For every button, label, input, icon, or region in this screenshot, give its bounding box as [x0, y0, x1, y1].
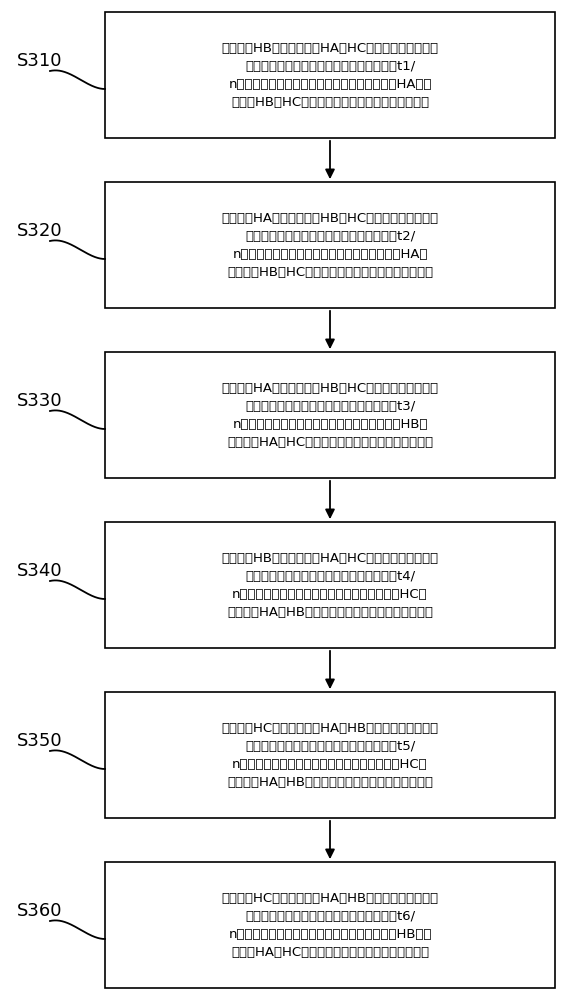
Text: S310: S310	[17, 52, 63, 70]
Text: 电平、HB及HC分别为高电平时的开关管导通或断开: 电平、HB及HC分别为高电平时的开关管导通或断开	[231, 96, 429, 108]
Text: 当检测到HA输出低电平，HB及HC分别输出高电平时，: 当检测到HA输出低电平，HB及HC分别输出高电平时，	[222, 212, 438, 225]
Text: n时，输出第五控制信号控制电机逆变器中对应HC为: n时，输出第五控制信号控制电机逆变器中对应HC为	[232, 758, 428, 770]
Text: S330: S330	[17, 392, 63, 410]
FancyBboxPatch shape	[105, 182, 555, 308]
Text: 高电平、HA及HB分别为低电平时的开关管导通或断开: 高电平、HA及HB分别为低电平时的开关管导通或断开	[227, 776, 433, 788]
Text: S360: S360	[17, 902, 63, 920]
Text: S340: S340	[17, 562, 63, 580]
Text: 开始计时，并在计时达到第一预设换相时间t1/: 开始计时，并在计时达到第一预设换相时间t1/	[245, 60, 415, 73]
Text: 开始计时，并在计时达到第五预设换相时间t5/: 开始计时，并在计时达到第五预设换相时间t5/	[245, 740, 415, 752]
Text: 高电平、HB及HC分别为低电平时的开关管导通或断开: 高电平、HB及HC分别为低电平时的开关管导通或断开	[227, 265, 433, 278]
Text: n时，输出第二控制信号控制电机逆变器中对应HA为: n时，输出第二控制信号控制电机逆变器中对应HA为	[232, 247, 428, 260]
Text: 开始计时，并在计时达到第六预设换相时间t6/: 开始计时，并在计时达到第六预设换相时间t6/	[245, 910, 415, 922]
FancyBboxPatch shape	[105, 12, 555, 138]
Text: 开始计时，并在计时达到第三预设换相时间t3/: 开始计时，并在计时达到第三预设换相时间t3/	[245, 399, 415, 412]
Text: S320: S320	[17, 222, 63, 240]
FancyBboxPatch shape	[105, 522, 555, 648]
Text: 当检测到HC输出高电平，HA及HB分别输出低电平时，: 当检测到HC输出高电平，HA及HB分别输出低电平时，	[222, 892, 438, 904]
FancyBboxPatch shape	[105, 692, 555, 818]
Text: n时，输出第六控制信号控制电机逆变器中对应HB为高: n时，输出第六控制信号控制电机逆变器中对应HB为高	[229, 928, 431, 940]
Text: n时，输出第一控制信号控制电机逆变器中对应HA为低: n时，输出第一控制信号控制电机逆变器中对应HA为低	[229, 78, 431, 91]
Text: 当检测到HB输出高电平，HA及HC分别输出低电平时，: 当检测到HB输出高电平，HA及HC分别输出低电平时，	[222, 41, 438, 54]
Text: 低电平、HA及HC分别为高电平时的开关管导通或断开: 低电平、HA及HC分别为高电平时的开关管导通或断开	[227, 436, 433, 448]
Text: 当检测到HA输出高电平，HB及HC分别输出低电平时，: 当检测到HA输出高电平，HB及HC分别输出低电平时，	[222, 381, 438, 394]
FancyBboxPatch shape	[105, 862, 555, 988]
FancyBboxPatch shape	[105, 352, 555, 478]
Text: 开始计时，并在计时达到第二预设换相时间t2/: 开始计时，并在计时达到第二预设换相时间t2/	[245, 230, 415, 242]
Text: 当检测到HC输出低电平，HA及HB分别输出高电平时，: 当检测到HC输出低电平，HA及HB分别输出高电平时，	[222, 722, 438, 734]
Text: 电平、HA及HC分别为低电平时的开关管导通或断开: 电平、HA及HC分别为低电平时的开关管导通或断开	[231, 946, 429, 958]
Text: 低电平、HA及HB分别为高电平时的开关管导通或断开: 低电平、HA及HB分别为高电平时的开关管导通或断开	[227, 605, 433, 618]
Text: n时，输出第四控制信号控制电机逆变器中对应HC为: n时，输出第四控制信号控制电机逆变器中对应HC为	[232, 587, 428, 600]
Text: S350: S350	[17, 732, 63, 750]
Text: n时，输出第三控制信号控制电机逆变器中对应HB为: n时，输出第三控制信号控制电机逆变器中对应HB为	[232, 418, 428, 430]
Text: 开始计时，并在计时达到第四预设换相时间t4/: 开始计时，并在计时达到第四预设换相时间t4/	[245, 570, 415, 582]
Text: 当检测到HB输出低电平，HA及HC分别输出高电平时，: 当检测到HB输出低电平，HA及HC分别输出高电平时，	[222, 552, 438, 564]
